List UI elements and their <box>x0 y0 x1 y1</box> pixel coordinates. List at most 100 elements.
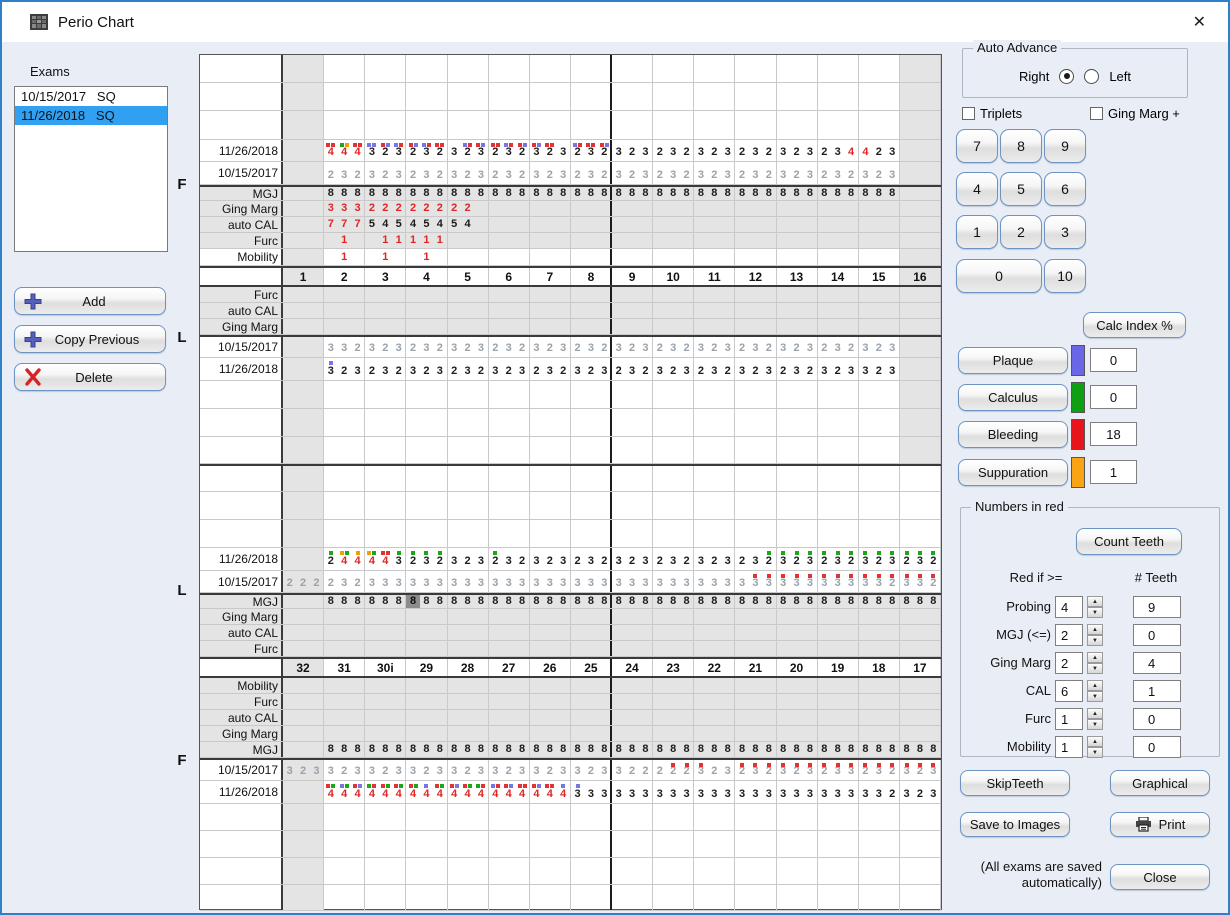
cell-f-mobility-t14[interactable] <box>818 249 859 265</box>
cell-fb-autocal-t17[interactable] <box>899 710 941 725</box>
cell-lb-autocal-t22[interactable] <box>694 625 736 640</box>
cell-fb-gingmarg-t24[interactable] <box>610 726 654 741</box>
cell-l-autocal-t8[interactable] <box>570 303 612 318</box>
key-0[interactable]: 0 <box>956 259 1042 293</box>
cell-lb-furc-t26[interactable] <box>529 641 571 656</box>
cell-l-furc-t11[interactable] <box>694 287 736 302</box>
cell-fb-gingmarg-t22[interactable] <box>694 726 736 741</box>
cell-l-autocal-t12[interactable] <box>735 303 777 318</box>
close-window-button[interactable]: ✕ <box>1192 14 1206 31</box>
cell-lb-furc-t24[interactable] <box>610 641 654 656</box>
cell-lb-autocal-t32[interactable] <box>283 625 325 640</box>
cell-fb-gingmarg-t30i[interactable] <box>365 726 407 741</box>
cell-fb-gingmarg-t17[interactable] <box>899 726 941 741</box>
copy-previous-button[interactable]: Copy Previous <box>14 325 166 353</box>
calc-index-button[interactable]: Calc Index % <box>1083 312 1186 338</box>
cell-l-furc-t12[interactable] <box>735 287 777 302</box>
cell-f-gingmarg-t10[interactable] <box>653 201 695 216</box>
cell-lb-gingmarg-t29[interactable] <box>406 609 448 624</box>
key-7[interactable]: 7 <box>956 129 998 163</box>
cell-f-gingmarg-t13[interactable] <box>776 201 818 216</box>
cell-l-autocal-t3[interactable] <box>365 303 407 318</box>
cell-lb-autocal-t19[interactable] <box>817 625 859 640</box>
cell-fb-gingmarg-t25[interactable] <box>570 726 612 741</box>
exams-listbox[interactable]: 10/15/2017 SQ 11/26/2018 SQ <box>14 86 168 252</box>
cell-l-autocal-t4[interactable] <box>406 303 448 318</box>
cell-fb-mobility-t19[interactable] <box>817 678 859 693</box>
cell-lb-furc-t25[interactable] <box>570 641 612 656</box>
cell-l-gingmarg-t9[interactable] <box>610 319 654 334</box>
cell-f-furc-t13[interactable] <box>776 233 818 248</box>
cell-l-gingmarg-t2[interactable] <box>324 319 366 334</box>
cell-f-autocal-t10[interactable] <box>653 217 695 232</box>
cell-l-probing-1015-t1[interactable] <box>283 337 325 357</box>
cell-l-gingmarg-t8[interactable] <box>570 319 612 334</box>
cell-lb-gingmarg-t17[interactable] <box>899 609 941 624</box>
save-to-images-button[interactable]: Save to Images <box>960 812 1070 837</box>
radio-right[interactable] <box>1059 68 1075 84</box>
key-9[interactable]: 9 <box>1044 129 1086 163</box>
cell-f-gingmarg-t16[interactable] <box>899 201 941 216</box>
key-8[interactable]: 8 <box>1000 129 1042 163</box>
cell-fb-gingmarg-t26[interactable] <box>529 726 571 741</box>
cell-fb-autocal-t24[interactable] <box>610 710 654 725</box>
cell-l-gingmarg-t15[interactable] <box>858 319 900 334</box>
cell-fb-furc-t17[interactable] <box>899 694 941 709</box>
cell-f-furc-t15[interactable] <box>858 233 900 248</box>
cell-l-furc-t16[interactable] <box>899 287 941 302</box>
cell-l-gingmarg-t14[interactable] <box>817 319 859 334</box>
cell-fb-furc-t25[interactable] <box>570 694 612 709</box>
key-1[interactable]: 1 <box>956 215 998 249</box>
ging-marg-spinner[interactable]: ▲ ▼ <box>1087 652 1103 674</box>
cell-l-gingmarg-t13[interactable] <box>776 319 818 334</box>
cell-l-autocal-t10[interactable] <box>653 303 695 318</box>
cell-f-mobility-t9[interactable] <box>610 249 654 265</box>
cell-l-furc-t7[interactable] <box>529 287 571 302</box>
cell-fb-mobility-t30i[interactable] <box>365 678 407 693</box>
cell-fb-mobility-t17[interactable] <box>899 678 941 693</box>
key-5[interactable]: 5 <box>1000 172 1042 206</box>
cell-lb-gingmarg-t19[interactable] <box>817 609 859 624</box>
cell-f-mgj-t16[interactable] <box>899 187 941 200</box>
